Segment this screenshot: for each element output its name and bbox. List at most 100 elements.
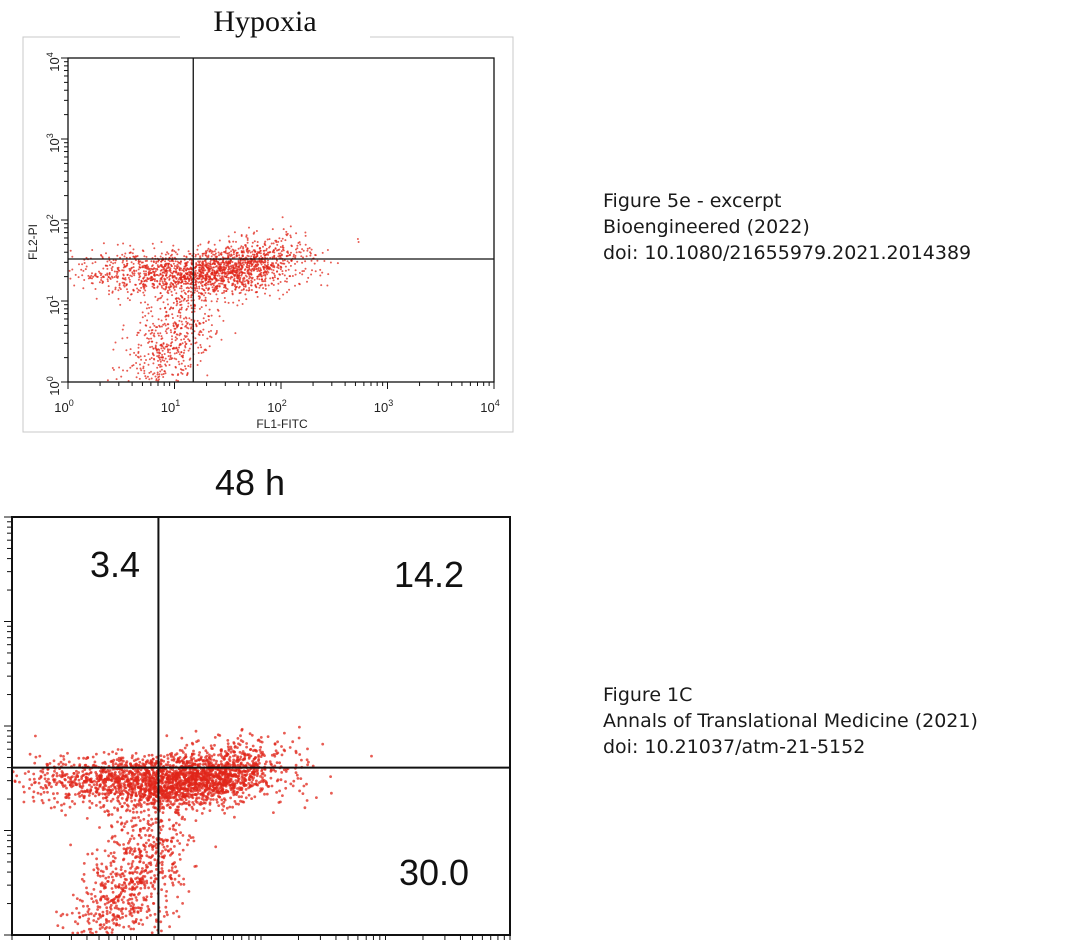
event-dot (129, 810, 132, 813)
event-dot (229, 248, 231, 250)
event-dot (192, 750, 195, 753)
event-dot (163, 301, 165, 303)
event-dot (270, 777, 273, 780)
event-dot (105, 797, 108, 800)
event-dot (127, 805, 130, 808)
event-dot (178, 361, 180, 363)
event-dot (182, 761, 185, 764)
event-dot (60, 761, 63, 764)
event-dot (211, 252, 213, 254)
event-dot (162, 356, 164, 358)
event-dot (140, 344, 142, 346)
event-dot (111, 751, 114, 754)
event-dot (156, 274, 158, 276)
event-dot (197, 364, 199, 366)
event-dot (233, 769, 236, 772)
event-dot (139, 329, 141, 331)
event-dot (246, 276, 248, 278)
event-dot (247, 279, 249, 281)
event-dot (257, 241, 259, 243)
event-dot (264, 255, 266, 257)
event-dot (168, 279, 170, 281)
event-dot (209, 801, 212, 804)
event-dot (165, 311, 167, 313)
event-dot (115, 287, 117, 289)
event-dot (227, 742, 230, 745)
event-dot (142, 367, 144, 369)
event-dot (260, 780, 263, 783)
event-dot (191, 307, 193, 309)
event-dot (165, 330, 167, 332)
event-dot (205, 261, 207, 263)
hypoxia-y-axis-label: FL2-PI (26, 224, 40, 260)
event-dot (230, 748, 233, 751)
event-dot (285, 270, 287, 272)
event-dot (150, 277, 152, 279)
event-dot (298, 283, 300, 285)
event-dot (227, 745, 230, 748)
event-dot (201, 262, 203, 264)
event-dot (247, 272, 249, 274)
event-dot (160, 277, 162, 279)
event-dot (245, 286, 247, 288)
event-dot (63, 758, 66, 761)
event-dot (170, 793, 173, 796)
event-dot (175, 270, 177, 272)
event-dot (229, 797, 232, 800)
event-dot (195, 266, 197, 268)
event-dot (127, 297, 129, 299)
event-dot (238, 254, 240, 256)
event-dot (148, 364, 150, 366)
event-dot (209, 785, 212, 788)
event-dot (171, 265, 173, 267)
event-dot (259, 790, 262, 793)
event-dot (94, 261, 96, 263)
48h-scatter-plot: 48 h 3.4 14.2 30.0 (0, 455, 530, 940)
event-dot (302, 792, 305, 795)
event-dot (196, 809, 199, 812)
event-dot (224, 285, 226, 287)
event-dot (96, 298, 98, 300)
event-dot (237, 777, 240, 780)
event-dot (230, 751, 233, 754)
hypoxia-axis-ticks (61, 58, 494, 389)
event-dot (240, 762, 243, 765)
event-dot (150, 371, 152, 373)
event-dot (69, 806, 72, 809)
event-dot (216, 801, 219, 804)
event-dot (145, 761, 148, 764)
event-dot (187, 302, 189, 304)
event-dot (298, 753, 301, 756)
event-dot (240, 795, 243, 798)
event-dot (298, 726, 301, 729)
event-dot (161, 374, 163, 376)
event-dot (148, 378, 150, 380)
event-dot (173, 325, 175, 327)
event-dot (287, 250, 289, 252)
event-dot (195, 730, 198, 733)
event-dot (295, 274, 297, 276)
event-dot (183, 360, 185, 362)
event-dot (103, 810, 106, 813)
event-dot (170, 329, 172, 331)
event-dot (235, 274, 237, 276)
event-dot (281, 794, 284, 797)
event-dot (202, 285, 204, 287)
event-dot (237, 803, 240, 806)
event-dot (125, 349, 127, 351)
event-dot (143, 755, 146, 758)
event-dot (174, 778, 177, 781)
event-dot (203, 268, 205, 270)
event-dot (172, 249, 174, 251)
event-dot (218, 262, 220, 264)
event-dot (177, 325, 179, 327)
event-dot (196, 288, 198, 290)
event-dot (167, 787, 170, 790)
event-dot (210, 330, 212, 332)
event-dot (165, 895, 168, 898)
event-dot (138, 274, 140, 276)
event-dot (152, 264, 154, 266)
event-dot (131, 261, 133, 263)
event-dot (260, 770, 263, 773)
event-dot (270, 769, 273, 772)
